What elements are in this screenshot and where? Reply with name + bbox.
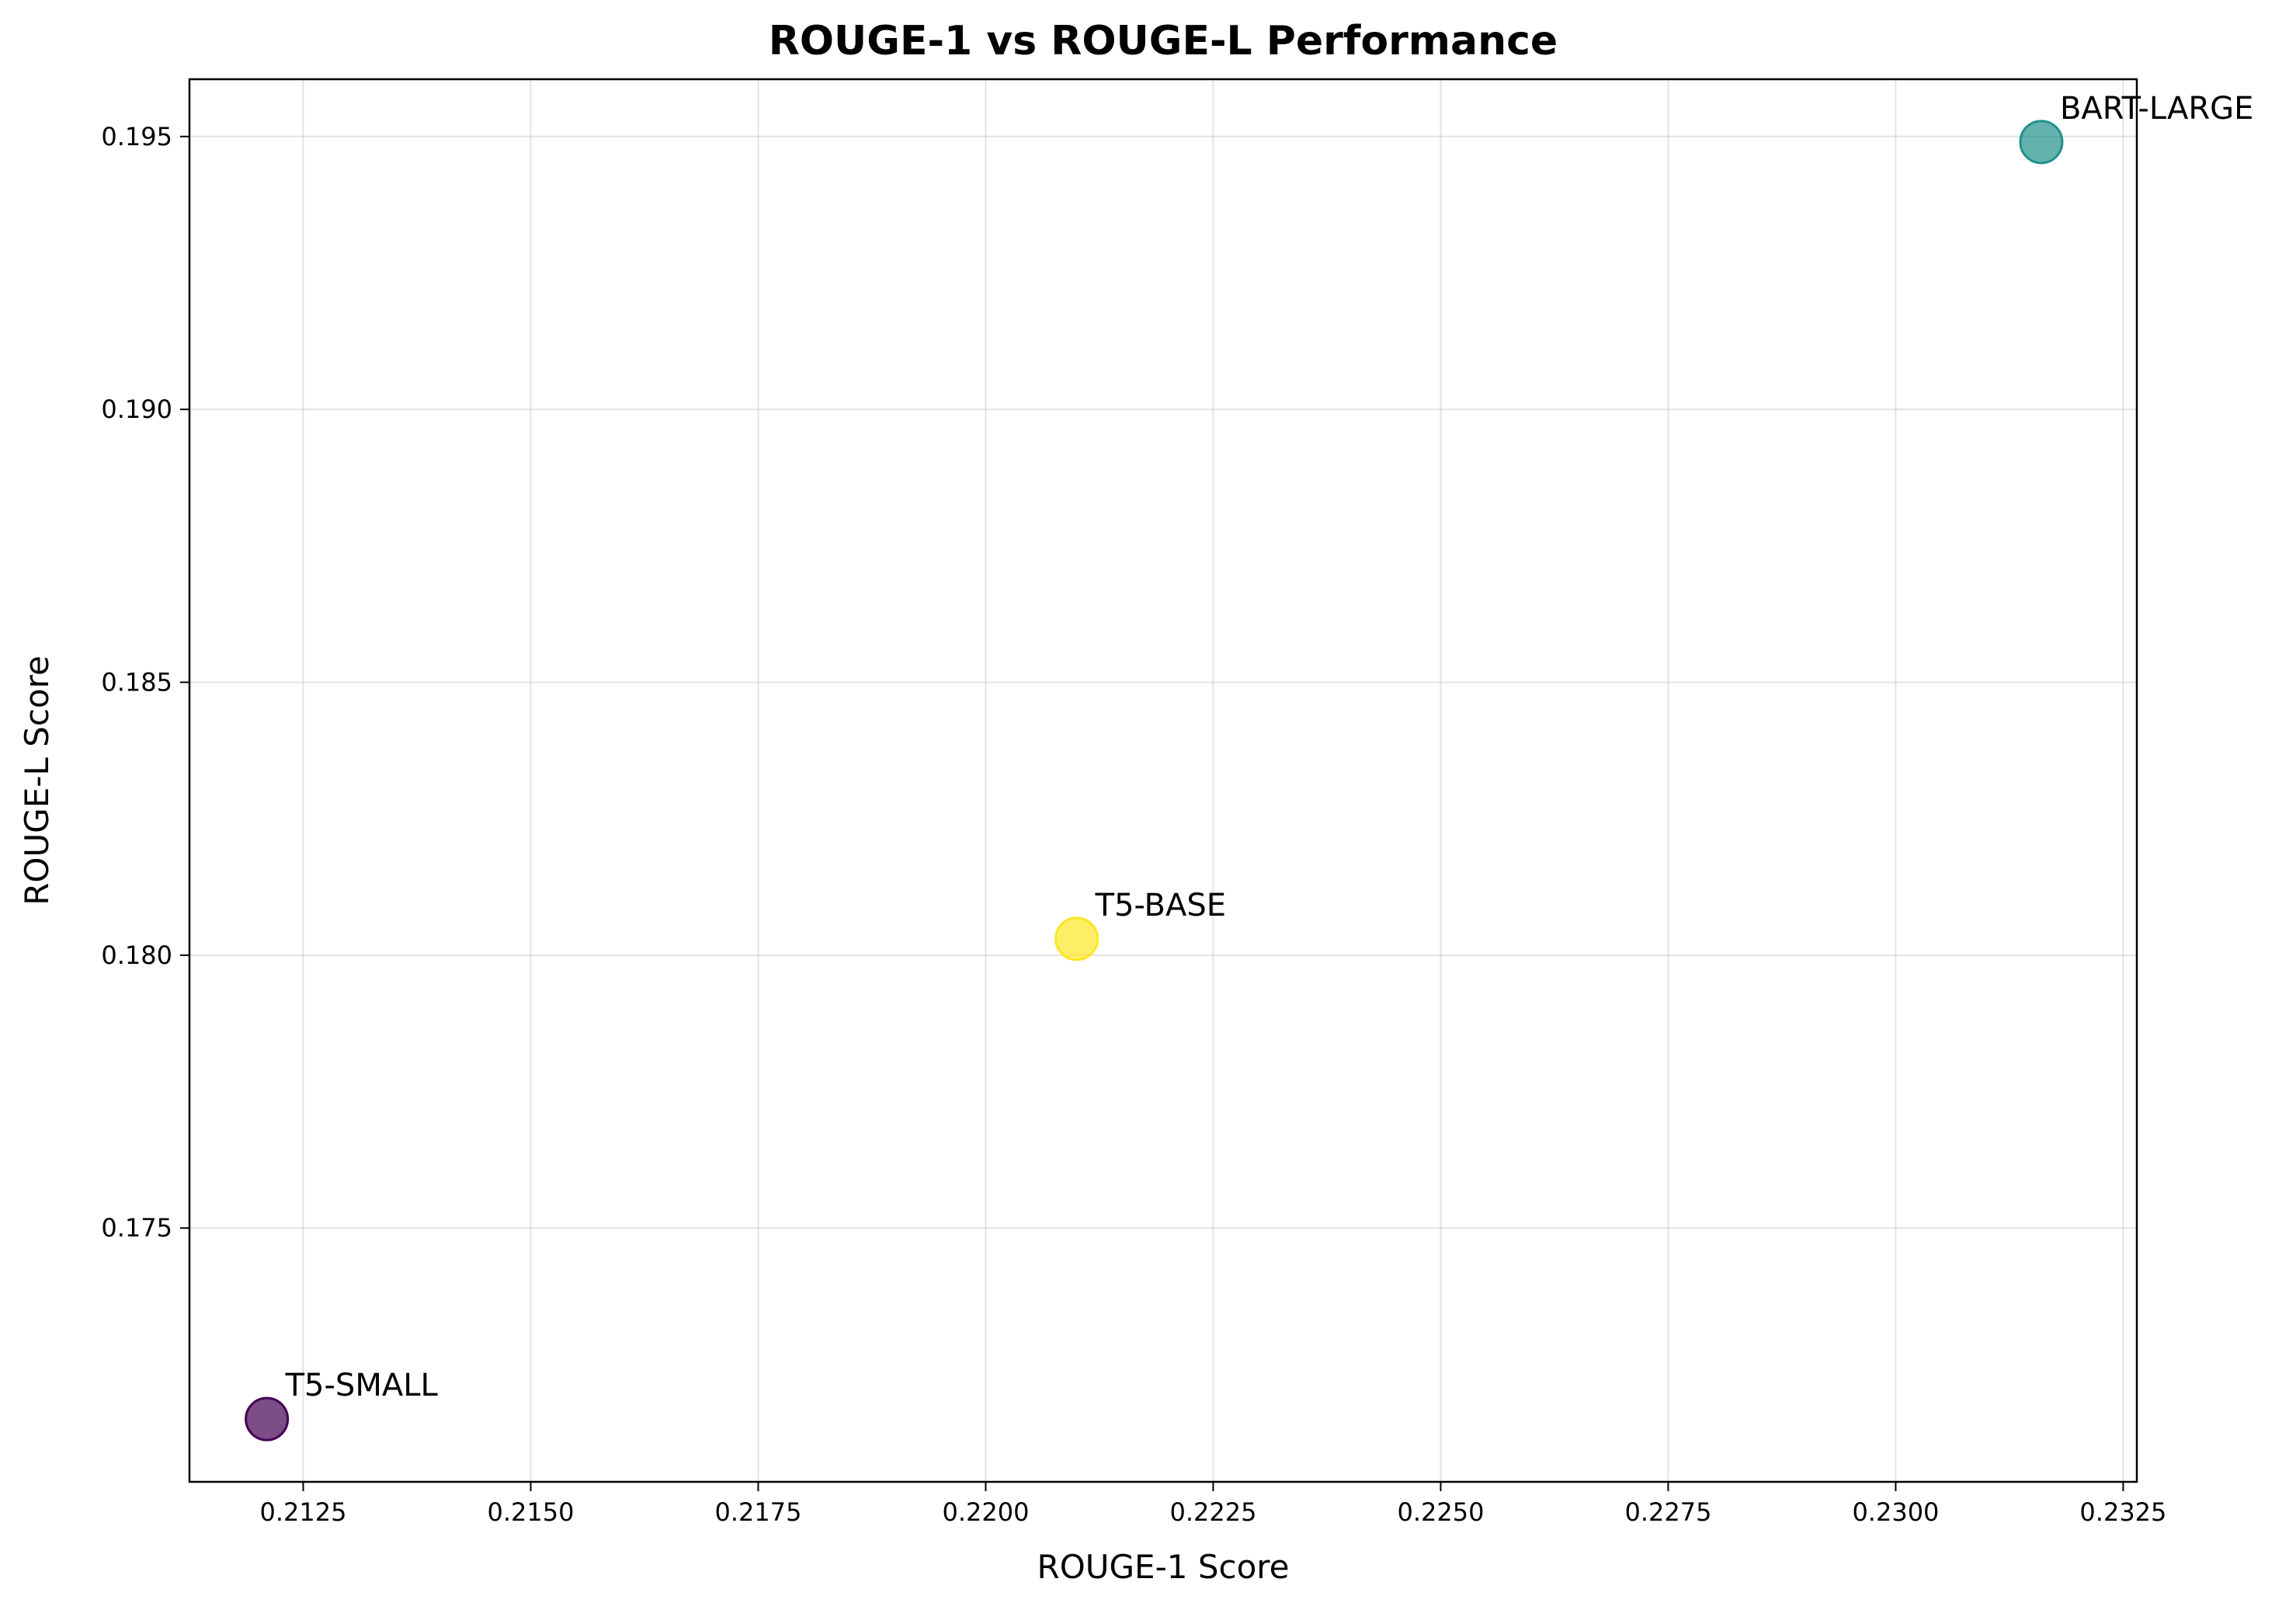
point-label-t5-small: T5-SMALL — [285, 1368, 439, 1403]
ticks: 0.2125 0.2150 0.2175 0.2200 0.2225 0.2250 0.22… — [101, 122, 2166, 1527]
x-tick-label: 0.2250 — [1397, 1497, 1484, 1527]
y-tick-label: 0.175 — [101, 1213, 172, 1243]
data-point-t5-base — [1054, 916, 1099, 961]
x-axis-title: ROUGE-1 Score — [1037, 1548, 1290, 1586]
chart-title: ROUGE-1 vs ROUGE-L Performance — [769, 18, 1558, 64]
point-label-t5-base: T5-BASE — [1095, 888, 1226, 923]
x-tick-label: 0.2150 — [488, 1497, 575, 1527]
point-labels: T5-SMALL T5-BASE BART-LARGE — [285, 91, 2254, 1403]
y-tick-label: 0.190 — [101, 395, 172, 424]
y-tick-label: 0.185 — [101, 668, 172, 697]
data-point-bart-large — [2019, 120, 2064, 165]
x-tick-label: 0.2225 — [1169, 1497, 1256, 1527]
y-tick-label: 0.195 — [101, 122, 172, 151]
plot-frame — [188, 78, 2138, 1483]
x-tick-label: 0.2125 — [260, 1497, 347, 1527]
x-tick-label: 0.2275 — [1624, 1497, 1711, 1527]
data-point-t5-small — [245, 1396, 290, 1441]
x-tick-label: 0.2300 — [1852, 1497, 1939, 1527]
point-label-bart-large: BART-LARGE — [2060, 91, 2254, 127]
y-axis-title: ROUGE-L Score — [18, 655, 56, 906]
x-tick-label: 0.2175 — [714, 1497, 801, 1527]
x-tick-label: 0.2200 — [942, 1497, 1029, 1527]
y-tick-label: 0.180 — [101, 941, 172, 970]
x-tick-label: 0.2325 — [2079, 1497, 2166, 1527]
data-points — [245, 120, 2064, 1441]
grid — [189, 79, 2137, 1482]
